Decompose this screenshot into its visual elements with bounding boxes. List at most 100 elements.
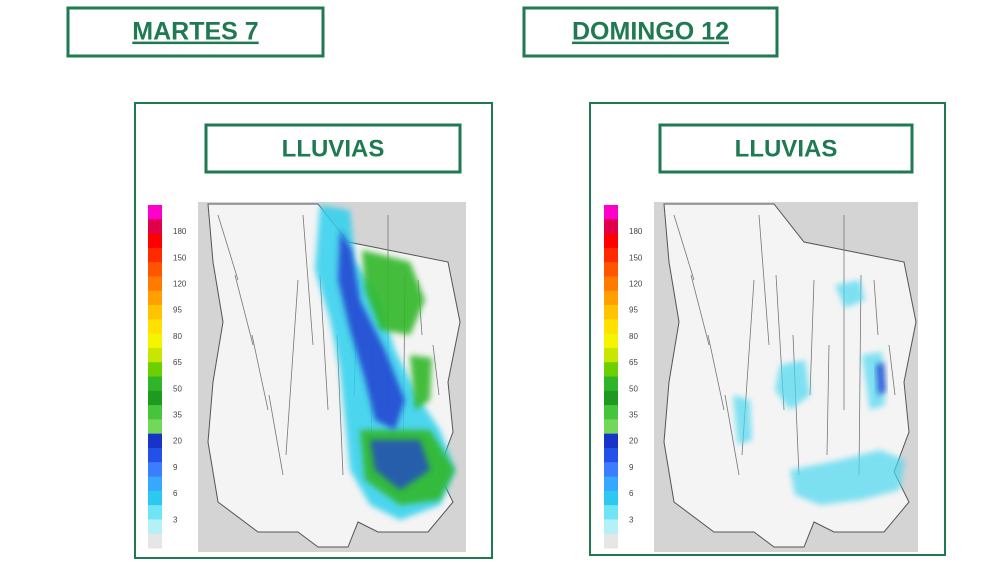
map-border [809,279,815,396]
scale-swatch [604,262,618,277]
scale-swatch [604,319,618,335]
scale-swatch [148,290,162,306]
scale-swatch [604,490,618,506]
rain-area [338,230,405,430]
scale-swatch [604,362,618,377]
map-border [858,274,862,476]
rain-area [733,395,752,445]
scale-swatch [604,333,618,349]
scale-swatch [604,305,618,320]
scale-label: 6 [173,489,178,498]
scale-label: 3 [629,515,634,524]
panel-label: LLUVIAS [282,135,385,162]
scale-label: 150 [629,253,643,262]
scale-swatch [604,276,618,292]
map-border [707,334,725,411]
scale-label: 120 [629,280,643,289]
rain-area [876,362,886,395]
scale-swatch [604,476,618,492]
scale-swatch [148,362,162,377]
scale-swatch [604,505,618,520]
scale-label: 35 [629,411,638,420]
scale-label: 20 [629,437,638,446]
day-box [66,6,325,58]
scale-label: 3 [173,515,178,524]
scale-label: 35 [173,411,182,420]
scale-swatch [148,462,162,478]
rain-area [835,280,865,308]
scale-swatch [148,319,162,335]
scale-label: 80 [629,332,638,341]
scale-swatch [148,347,162,363]
map-border [302,214,314,346]
scale-label: 180 [173,227,187,236]
map-border [888,344,896,396]
scale-label: 180 [629,227,643,236]
scale-label: 9 [629,463,634,472]
scale-swatch [148,505,162,520]
panel-label: LLUVIAS [735,135,838,162]
scale-swatch [604,447,618,463]
scale-swatch [148,205,162,220]
scale-label: 50 [629,384,638,393]
scale-swatch [148,519,162,535]
scale-label: 6 [629,489,634,498]
scale-swatch [148,276,162,292]
day-title: MARTES 7 [132,18,258,46]
scale-label: 95 [629,306,638,315]
scale-swatch [148,476,162,492]
scale-swatch [148,447,162,463]
scale-swatch [148,333,162,349]
scale-swatch [148,490,162,506]
scale-swatch [148,262,162,277]
scale-swatch [148,433,162,449]
scale-label: 20 [173,437,182,446]
map-border [319,274,329,411]
map-border [673,214,695,281]
scale-swatch [604,519,618,535]
rain-area [410,355,432,410]
rain-area [370,440,430,490]
scale-swatch [148,376,162,392]
scale-swatch [604,205,618,220]
scale-swatch [148,405,162,420]
scale-swatch [604,347,618,363]
scale-swatch [148,419,162,435]
label-box [658,123,914,174]
scale-swatch [604,219,618,235]
map-border [268,394,284,476]
scale-label: 65 [173,358,182,367]
map-border [285,279,299,456]
map-border [873,279,879,336]
panel: MARTES 7 LLUVIAS 180 150 120 95 80 65 50 35 20 9 6 3 [66,6,493,559]
map-border [826,344,830,456]
scale-label: 120 [173,280,187,289]
rain-area [790,450,905,505]
scale-label: 9 [173,463,178,472]
scale-swatch [604,433,618,449]
scale-swatch [148,533,162,549]
scale-swatch [148,219,162,235]
scale-swatch [148,305,162,320]
scale-label: 150 [173,253,187,262]
scale-swatch [148,247,162,263]
day-box [522,6,779,58]
rain-area [775,360,810,410]
scale-swatch [604,290,618,306]
map-border [758,214,770,346]
panel: DOMINGO 12 LLUVIAS 180 150 120 95 80 65 50 35 20 9 6… [522,6,946,556]
map-border [724,394,740,476]
scale-swatch [604,533,618,549]
scale-swatch [604,405,618,420]
scale-swatch [604,376,618,392]
map-border [690,274,710,346]
scale-swatch [604,390,618,406]
day-title: DOMINGO 12 [572,18,729,46]
map-border [234,274,254,346]
rain-area [362,250,425,335]
map-border [432,344,440,396]
scale-swatch [604,247,618,263]
scale-label: 80 [173,332,182,341]
scale-label: 65 [629,358,638,367]
scale-swatch [148,390,162,406]
